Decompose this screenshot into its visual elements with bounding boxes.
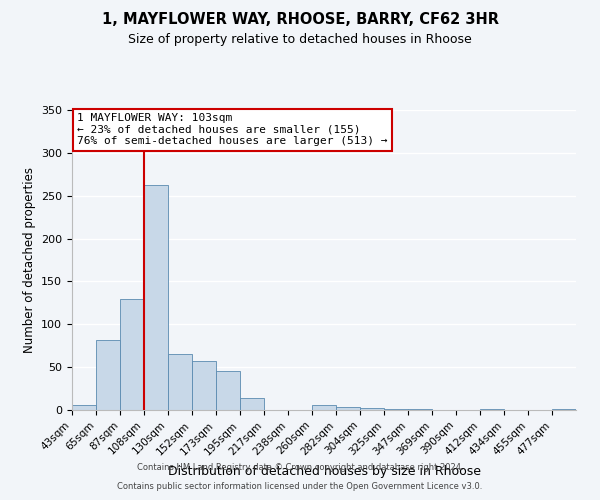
- Bar: [168, 354, 192, 410]
- Text: Contains public sector information licensed under the Open Government Licence v3: Contains public sector information licen…: [118, 482, 482, 491]
- Bar: [480, 409, 504, 410]
- Bar: [96, 340, 120, 410]
- Bar: [384, 409, 408, 410]
- Text: 1, MAYFLOWER WAY, RHOOSE, BARRY, CF62 3HR: 1, MAYFLOWER WAY, RHOOSE, BARRY, CF62 3H…: [101, 12, 499, 28]
- Text: Size of property relative to detached houses in Rhoose: Size of property relative to detached ho…: [128, 32, 472, 46]
- Bar: [360, 408, 384, 410]
- Bar: [408, 409, 432, 410]
- Bar: [552, 409, 576, 410]
- X-axis label: Distribution of detached houses by size in Rhoose: Distribution of detached houses by size …: [167, 465, 481, 478]
- Text: 1 MAYFLOWER WAY: 103sqm
← 23% of detached houses are smaller (155)
76% of semi-d: 1 MAYFLOWER WAY: 103sqm ← 23% of detache…: [77, 113, 388, 146]
- Bar: [216, 372, 240, 410]
- Bar: [72, 405, 96, 410]
- Bar: [144, 184, 168, 410]
- Bar: [336, 406, 360, 410]
- Bar: [312, 405, 336, 410]
- Bar: [120, 300, 144, 410]
- Text: Contains HM Land Registry data © Crown copyright and database right 2024.: Contains HM Land Registry data © Crown c…: [137, 464, 463, 472]
- Bar: [240, 398, 264, 410]
- Y-axis label: Number of detached properties: Number of detached properties: [23, 167, 35, 353]
- Bar: [192, 361, 216, 410]
